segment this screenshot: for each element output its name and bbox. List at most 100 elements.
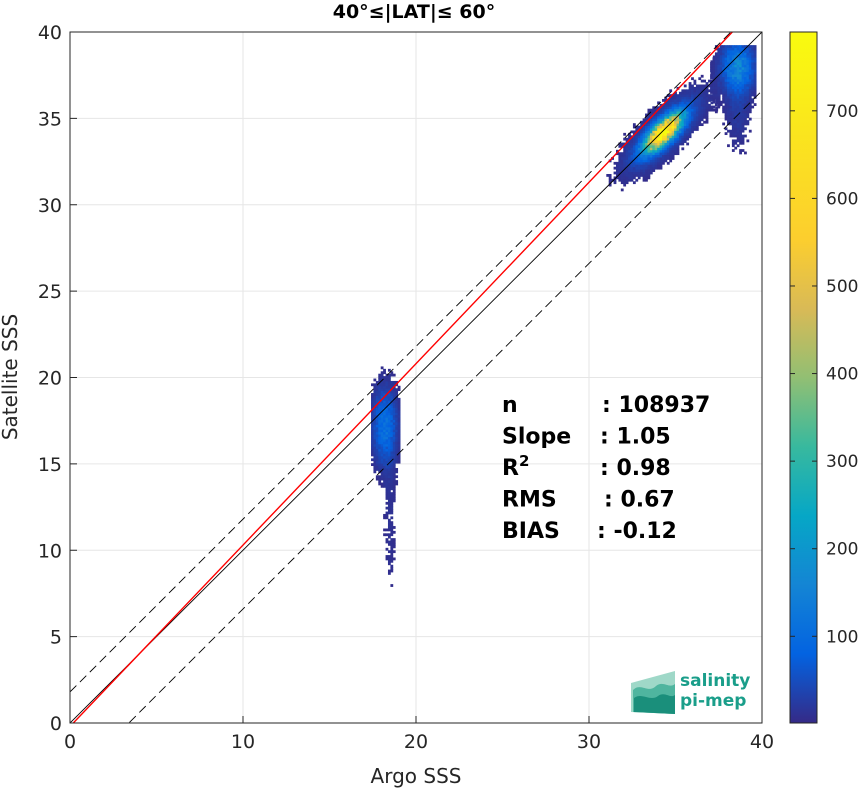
heatmap-cell: [387, 458, 391, 462]
heatmap-cell: [731, 83, 735, 87]
heatmap-cell: [669, 113, 673, 117]
heatmap-cell: [712, 86, 716, 90]
heatmap-cell: [666, 149, 670, 153]
heatmap-cell: [387, 497, 391, 500]
heatmap-cell: [390, 538, 394, 541]
heatmap-cell: [652, 149, 656, 153]
heatmap-cell: [741, 115, 745, 119]
heatmap-cell: [645, 147, 648, 151]
heatmap-cell: [751, 47, 755, 51]
heatmap-cell: [669, 159, 673, 163]
stat-label: Slope: [502, 425, 571, 450]
heatmap-cell: [664, 144, 668, 148]
heatmap-cell: [688, 84, 692, 88]
heatmap-cell: [741, 74, 745, 77]
heatmap-cell: [371, 409, 374, 413]
heatmap-cell: [652, 132, 656, 136]
heatmap-cell: [395, 439, 399, 442]
heatmap-cell: [719, 88, 723, 92]
heatmap-cell: [693, 125, 697, 129]
heatmap-cell: [739, 62, 742, 65]
heatmap-cell: [630, 152, 634, 156]
heatmap-cell: [383, 434, 386, 437]
heatmap-cell: [678, 108, 682, 112]
heatmap-cell: [671, 106, 675, 110]
heatmap-cell: [671, 140, 675, 143]
heatmap-cell: [664, 159, 668, 163]
heatmap-cell: [392, 395, 396, 399]
heatmap-cell: [390, 499, 394, 503]
heatmap-cell: [691, 125, 694, 129]
heatmap-cell: [678, 123, 682, 127]
heatmap-cell: [380, 373, 384, 377]
heatmap-cell: [645, 166, 648, 170]
heatmap-cell: [662, 108, 665, 112]
heatmap-cell: [681, 108, 685, 112]
heatmap-cell: [387, 439, 391, 442]
heatmap-cell: [678, 142, 682, 146]
heatmap-cell: [734, 74, 738, 77]
heatmap-cell: [380, 380, 384, 384]
heatmap-cell: [688, 111, 692, 114]
heatmap-cell: [390, 501, 394, 505]
heatmap-cell: [387, 557, 391, 561]
heatmap-cell: [392, 424, 396, 428]
heatmap-cell: [647, 157, 651, 160]
heatmap-cell: [635, 166, 639, 170]
heatmap-cell: [741, 112, 745, 116]
heatmap-cell: [654, 142, 658, 146]
heatmap-cell: [380, 431, 384, 435]
heatmap-cell: [652, 164, 656, 168]
heatmap-cell: [729, 57, 733, 61]
heatmap-cell: [739, 100, 742, 104]
heatmap-cell: [387, 376, 391, 379]
heatmap-cell: [625, 149, 629, 153]
heatmap-cell: [729, 132, 733, 136]
heatmap-cell: [753, 91, 757, 94]
heatmap-cell: [385, 402, 389, 406]
heatmap-cell: [671, 108, 675, 112]
heatmap-cell: [734, 103, 738, 106]
heatmap-cell: [695, 101, 699, 105]
heatmap-cell: [698, 77, 702, 81]
heatmap-cell: [719, 64, 723, 68]
heatmap-cell: [373, 448, 377, 452]
heatmap-cell: [613, 176, 617, 180]
heatmap-cell: [392, 373, 396, 377]
heatmap-cell: [736, 134, 740, 138]
heatmap-cell: [395, 400, 399, 404]
heatmap-cell: [392, 402, 396, 406]
heatmap-cell: [708, 106, 711, 110]
heatmap-cell: [385, 431, 389, 435]
heatmap-cell: [664, 152, 668, 156]
heatmap-cell: [378, 436, 382, 440]
heatmap-cell: [739, 112, 742, 116]
heatmap-cell: [630, 142, 634, 146]
heatmap-cell: [635, 154, 639, 158]
heatmap-cell: [712, 69, 716, 73]
heatmap-cell: [395, 388, 399, 392]
heatmap-cell: [744, 127, 747, 131]
heatmap-cell: [688, 132, 692, 136]
heatmap-cell: [717, 81, 721, 85]
heatmap-cell: [392, 436, 396, 440]
heatmap-cell: [613, 161, 617, 165]
heatmap-cell: [375, 453, 379, 457]
heatmap-cell: [373, 419, 377, 423]
heatmap-cell: [378, 460, 382, 464]
heatmap-cell: [676, 152, 680, 156]
heatmap-cell: [640, 174, 644, 177]
heatmap-cell: [674, 128, 677, 131]
heatmap-cell: [666, 103, 670, 107]
heatmap-cell: [714, 86, 718, 90]
heatmap-cell: [751, 57, 755, 61]
heatmap-cell: [736, 115, 740, 119]
heatmap-cell: [686, 113, 690, 117]
heatmap-cell: [708, 94, 711, 98]
heatmap-cell: [671, 123, 675, 127]
heatmap-cell: [380, 439, 384, 442]
heatmap-cell: [746, 74, 750, 77]
heatmap-cell: [727, 103, 730, 106]
heatmap-cell: [640, 149, 644, 153]
heatmap-cell: [383, 439, 386, 442]
